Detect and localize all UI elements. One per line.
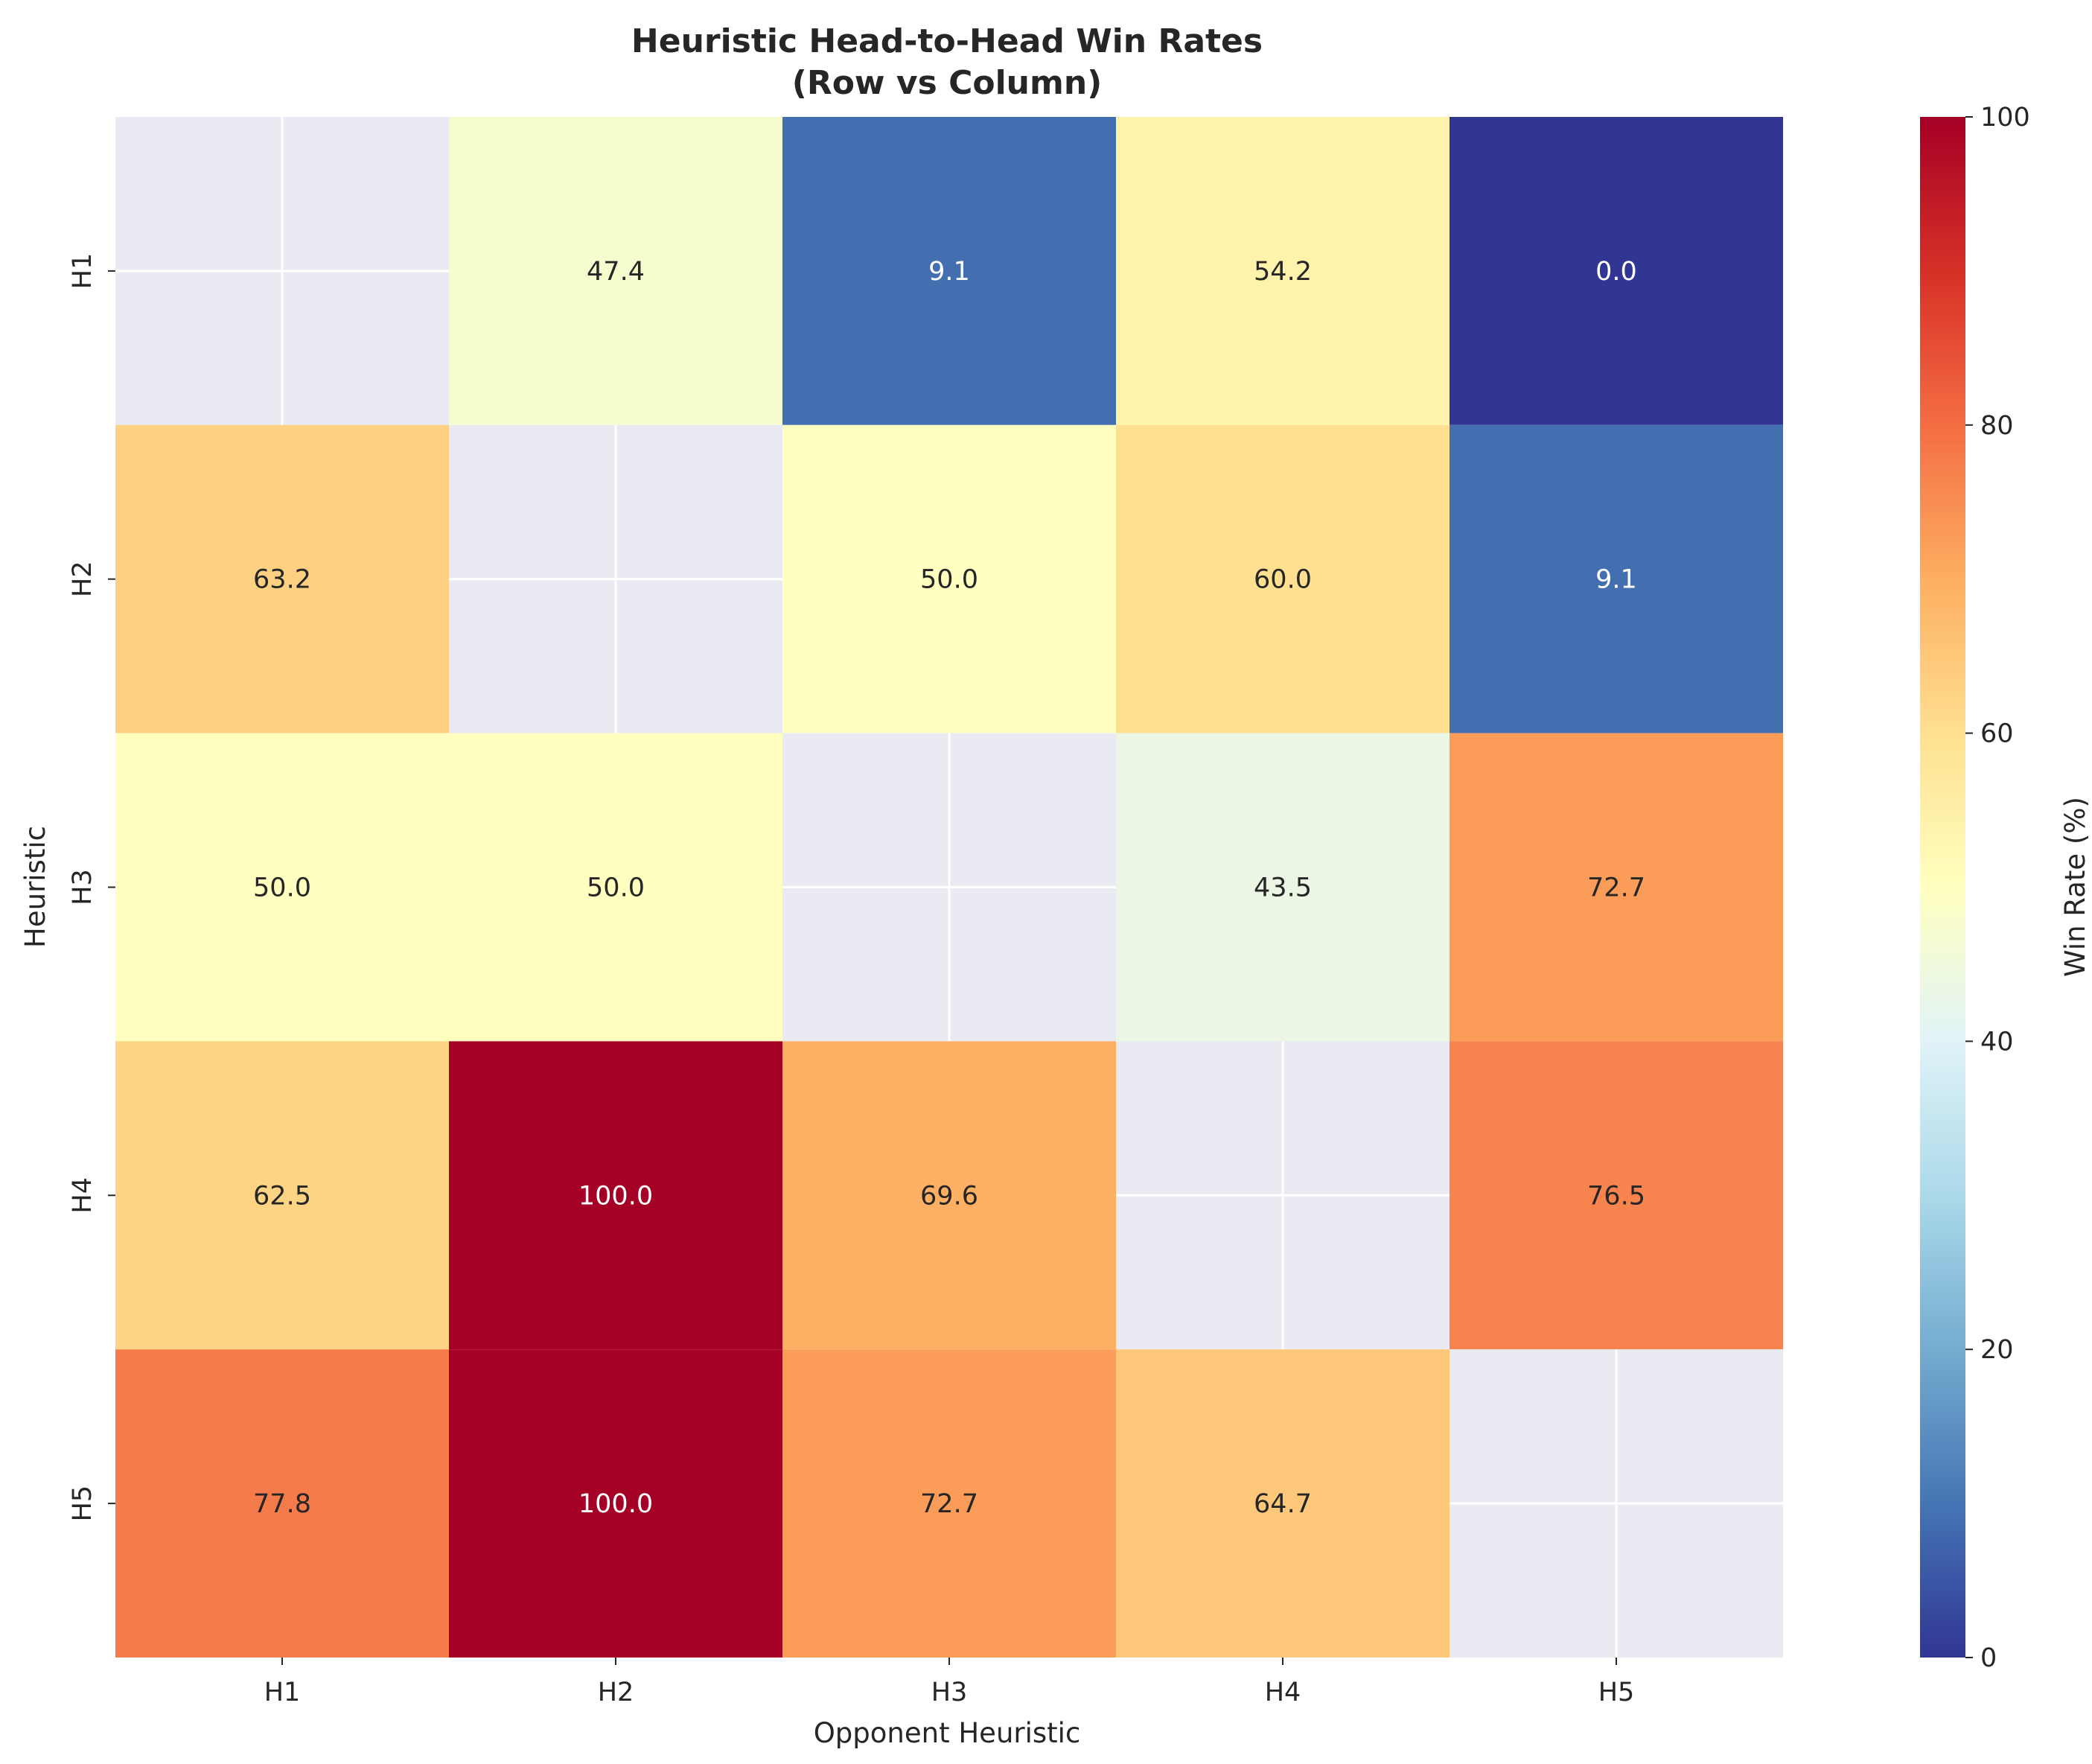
cell-value-label: 9.1 [928, 257, 970, 287]
heatmap-cell [782, 117, 1116, 425]
x-tick-labels: H1 H2 H3 H4 H5 [264, 1658, 1635, 1707]
chart-title: Heuristic Head-to-Head Win Rates [631, 22, 1263, 60]
x-tick-label: H4 [1265, 1678, 1301, 1707]
cell-value-label: 50.0 [253, 873, 311, 903]
cell-value-label: 72.7 [1587, 873, 1645, 903]
cell-value-label: 69.6 [920, 1181, 978, 1211]
cell-value-label: 50.0 [587, 873, 645, 903]
heatmap-cell [1116, 424, 1450, 733]
y-tick-label: H2 [68, 561, 98, 597]
heatmap-cell [449, 1041, 782, 1350]
heatmap-cell [115, 1041, 449, 1350]
x-tick-label: H3 [931, 1678, 968, 1707]
cell-value-label: 0.0 [1595, 257, 1637, 287]
cell-value-label: 54.2 [1254, 257, 1312, 287]
heatmap-cell [1116, 117, 1450, 425]
heatmap-cell [115, 424, 449, 733]
cell-value-label: 72.7 [920, 1489, 978, 1519]
colorbar-label: Win Rate (%) [2059, 797, 2091, 977]
heatmap-cell [1450, 1041, 1783, 1350]
x-tick-label: H1 [264, 1678, 301, 1707]
y-tick-label: H3 [68, 869, 98, 905]
x-tick-label: H5 [1598, 1678, 1635, 1707]
heatmap-cell [115, 1349, 449, 1658]
y-axis-label: Heuristic [19, 826, 51, 948]
x-axis-label: Opponent Heuristic [814, 1717, 1081, 1749]
heatmap-cell [1450, 424, 1783, 733]
colorbar-tick-label: 0 [1980, 1643, 1997, 1673]
cell-value-label: 76.5 [1587, 1181, 1645, 1211]
cell-value-label: 77.8 [253, 1489, 311, 1519]
heatmap-cell [1450, 117, 1783, 425]
cell-value-label: 9.1 [1595, 565, 1637, 595]
heatmap-cell [1116, 1349, 1450, 1658]
colorbar-tick-label: 80 [1980, 411, 2014, 441]
colorbar-tick-label: 20 [1980, 1335, 2014, 1365]
cell-value-label: 50.0 [920, 565, 978, 595]
colorbar-tick-label: 40 [1980, 1027, 2014, 1057]
chart-subtitle: (Row vs Column) [792, 64, 1103, 102]
heatmap-cell [449, 733, 782, 1042]
x-tick-label: H2 [598, 1678, 634, 1707]
heatmap-cell [449, 117, 782, 425]
heatmap-cell [449, 1349, 782, 1658]
heatmap-cell [782, 1349, 1116, 1658]
cell-value-label: 100.0 [578, 1181, 653, 1211]
heatmap-cells: 47.4 9.1 54.2 0.0 63.2 50.0 60.0 9.1 50.0 50.0 43.… [115, 117, 1783, 1658]
y-tick-label: H1 [68, 253, 98, 290]
colorbar [1920, 117, 1965, 1658]
cell-value-label: 63.2 [253, 565, 311, 595]
cell-value-label: 100.0 [578, 1489, 653, 1519]
cell-value-label: 47.4 [587, 257, 645, 287]
heatmap-cell [1116, 733, 1450, 1042]
y-tick-label: H4 [68, 1177, 98, 1214]
y-tick-labels: H1 H2 H3 H4 H5 [68, 253, 115, 1522]
heatmap-cell [115, 733, 449, 1042]
heatmap-cell [1450, 733, 1783, 1042]
cell-value-label: 62.5 [253, 1181, 311, 1211]
colorbar-ticks: 0 20 40 60 80 100 [1965, 103, 2030, 1673]
heatmap-cell [782, 424, 1116, 733]
cell-value-label: 64.7 [1254, 1489, 1312, 1519]
heatmap-cell [782, 1041, 1116, 1350]
colorbar-tick-label: 100 [1980, 103, 2030, 133]
colorbar-tick-label: 60 [1980, 719, 2014, 749]
cell-value-label: 60.0 [1254, 565, 1312, 595]
y-tick-label: H5 [68, 1486, 98, 1522]
cell-value-label: 43.5 [1254, 873, 1312, 903]
